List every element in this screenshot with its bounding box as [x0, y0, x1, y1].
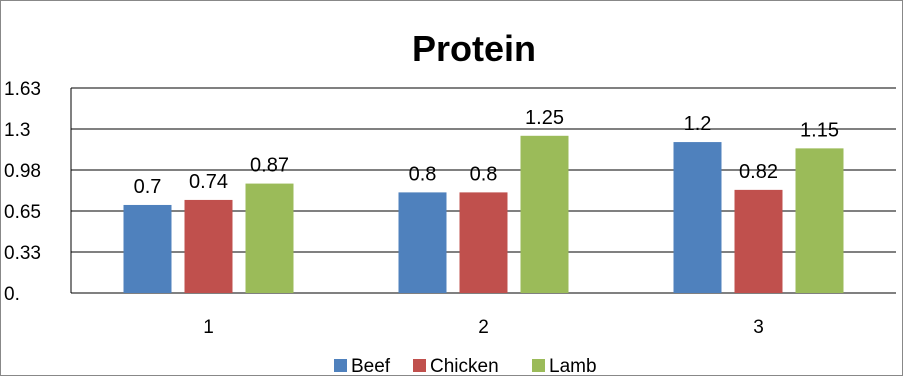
- bar-beef-1: [123, 204, 172, 293]
- y-tick-label: 1.3: [4, 120, 30, 141]
- bar-beef-2: [398, 192, 447, 293]
- bar-chicken-3: [734, 189, 783, 293]
- data-label: 0.7: [134, 176, 162, 198]
- bar-lamb-1: [245, 183, 294, 293]
- x-tick-label: 3: [753, 317, 764, 338]
- x-tick-label: 1: [203, 317, 214, 338]
- legend-label-chicken: Chicken: [430, 356, 499, 377]
- x-tick-label: 2: [478, 317, 489, 338]
- bar-chicken-2: [459, 192, 508, 293]
- data-label: 0.82: [739, 161, 778, 183]
- bar-lamb-2: [520, 135, 569, 293]
- bar-beef-3: [673, 142, 722, 293]
- bars: [123, 135, 844, 293]
- chart-title: Protein: [412, 28, 536, 69]
- bar-lamb-3: [795, 148, 844, 293]
- legend-label-lamb: Lamb: [549, 356, 597, 377]
- x-axis-ticks: 1 2 3: [203, 317, 764, 338]
- legend-swatch-chicken: [413, 359, 426, 372]
- legend-swatch-beef: [334, 359, 347, 372]
- data-label: 1.15: [800, 119, 839, 141]
- data-labels: 0.7 0.74 0.87 0.8 0.8 1.25 1.2 0.82 1.15: [134, 107, 839, 198]
- legend-label-beef: Beef: [351, 356, 391, 377]
- data-label: 0.87: [250, 155, 289, 177]
- data-label: 0.74: [189, 171, 228, 193]
- y-tick-label: 0.33: [4, 243, 41, 264]
- bar-chicken-1: [184, 199, 233, 293]
- y-tick-label: 0.: [4, 284, 20, 305]
- data-label: 1.2: [684, 113, 712, 135]
- data-label: 0.8: [409, 163, 437, 185]
- legend: Beef Chicken Lamb: [334, 356, 597, 377]
- y-axis-ticks: 0. 0.33 0.65 0.98 1.3 1.63: [4, 79, 41, 305]
- data-label: 1.25: [525, 107, 564, 129]
- y-tick-label: 0.98: [4, 161, 41, 182]
- data-label: 0.8: [470, 163, 498, 185]
- legend-swatch-lamb: [532, 359, 545, 372]
- y-tick-label: 1.63: [4, 79, 41, 100]
- y-tick-label: 0.65: [4, 202, 41, 223]
